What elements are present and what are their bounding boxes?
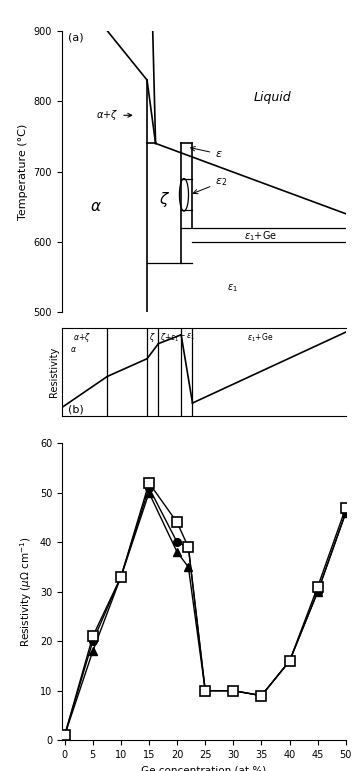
Text: (a): (a) (68, 33, 83, 43)
Text: $\varepsilon_2$: $\varepsilon_2$ (193, 177, 228, 194)
Text: $\varepsilon_1$+Ge: $\varepsilon_1$+Ge (248, 332, 274, 344)
Text: (b): (b) (68, 405, 83, 415)
Text: $\alpha$+$\zeta$: $\alpha$+$\zeta$ (73, 332, 91, 344)
Text: $\zeta$: $\zeta$ (159, 190, 170, 209)
Text: $\varepsilon$: $\varepsilon$ (191, 146, 223, 159)
Text: $\varepsilon_1$+Ge: $\varepsilon_1$+Ge (244, 230, 277, 243)
X-axis label: Ge concentration (at.%): Ge concentration (at.%) (141, 766, 266, 771)
Y-axis label: Resistivity: Resistivity (49, 347, 59, 397)
Text: Liquid: Liquid (253, 91, 291, 104)
Text: $\alpha$+$\zeta$: $\alpha$+$\zeta$ (96, 108, 132, 123)
Text: $\zeta$: $\zeta$ (150, 332, 156, 344)
Y-axis label: Temperature (°C): Temperature (°C) (18, 123, 28, 220)
Y-axis label: Resistivity ($\mu\Omega$ cm$^{-1}$): Resistivity ($\mu\Omega$ cm$^{-1}$) (19, 537, 34, 647)
Text: $\alpha$: $\alpha$ (70, 345, 77, 355)
Text: $\zeta$+$\varepsilon_1$: $\zeta$+$\varepsilon_1$ (160, 332, 179, 344)
Text: $\varepsilon_1$: $\varepsilon_1$ (226, 281, 237, 294)
Text: $\alpha$: $\alpha$ (90, 199, 102, 214)
Text: $-$ $\varepsilon_1$: $-$ $\varepsilon_1$ (178, 332, 196, 342)
